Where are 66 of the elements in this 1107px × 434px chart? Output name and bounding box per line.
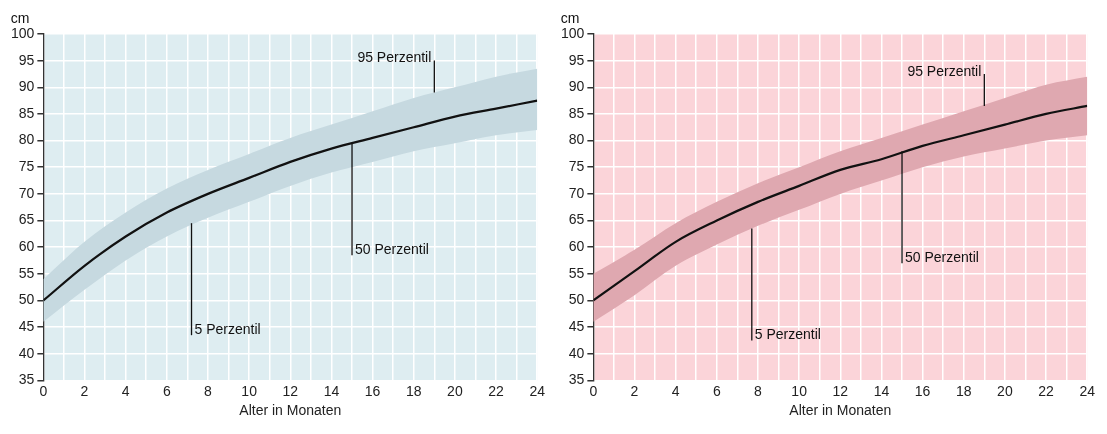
y-tick-label: 65 <box>18 211 35 228</box>
y-tick-label: 65 <box>568 211 585 228</box>
line-series <box>43 99 538 302</box>
x-tick-label: 8 <box>754 382 763 399</box>
x-tick-label: 4 <box>121 382 130 399</box>
x-tick-label: 2 <box>630 382 639 399</box>
y-tick-label: 70 <box>18 184 35 201</box>
x-tick-label: 22 <box>1038 382 1055 399</box>
x-tick-label: 16 <box>364 382 381 399</box>
annotation: 95 Perzentil <box>357 49 432 66</box>
x-tick-label: 10 <box>241 382 258 399</box>
y-tick-label: 70 <box>568 184 585 201</box>
x-tick-label: 18 <box>405 382 422 399</box>
line-series <box>593 104 1088 302</box>
y-tick-label: 75 <box>18 158 35 175</box>
y-tick-label: 80 <box>18 131 35 148</box>
y-axis-title: cm <box>560 9 580 26</box>
x-tick-label: 12 <box>282 382 299 399</box>
x-tick-label: 20 <box>447 382 463 399</box>
x-tick-label: 6 <box>162 382 171 399</box>
x-tick-label: 6 <box>712 382 721 399</box>
x-tick-label: 14 <box>873 382 890 399</box>
y-tick-label: 95 <box>18 51 35 68</box>
annotation: 50 Perzentil <box>355 241 429 258</box>
y-tick-label: 35 <box>18 371 35 388</box>
y-tick-label: 85 <box>568 104 585 121</box>
x-tick-label: 12 <box>832 382 849 399</box>
x-tick-label: 24 <box>529 382 546 399</box>
y-tick-label: 90 <box>18 78 35 95</box>
y-tick-label: 80 <box>568 131 585 148</box>
y-axis-title: cm <box>10 9 30 26</box>
annotation: 5 Perzentil <box>754 326 821 343</box>
x-tick-label: 14 <box>323 382 340 399</box>
x-tick-label: 20 <box>997 382 1013 399</box>
y-tick-label: 45 <box>18 317 35 334</box>
x-tick-label: 10 <box>791 382 808 399</box>
y-tick-label: 55 <box>568 264 585 281</box>
y-tick-label: 60 <box>18 238 35 255</box>
y-tick-label: 40 <box>18 344 35 361</box>
annotation: 95 Perzentil <box>907 62 982 79</box>
y-tick-label: 55 <box>18 264 35 281</box>
x-tick-label: 0 <box>589 382 598 399</box>
x-axis-title: Alter in Monaten <box>789 402 892 419</box>
y-tick-label: 50 <box>568 291 585 308</box>
y-tick-label: 40 <box>568 344 585 361</box>
x-tick-label: 4 <box>671 382 680 399</box>
y-tick-label: 100 <box>561 24 585 41</box>
x-tick-label: 24 <box>1079 382 1096 399</box>
x-axis-title: Alter in Monaten <box>239 402 342 419</box>
x-tick-label: 8 <box>204 382 213 399</box>
y-tick-label: 60 <box>568 238 585 255</box>
x-tick-label: 0 <box>39 382 48 399</box>
x-tick-label: 16 <box>914 382 931 399</box>
annotation: 5 Perzentil <box>194 321 261 338</box>
y-tick-label: 90 <box>568 78 585 95</box>
y-tick-label: 35 <box>568 371 585 388</box>
annotation: 50 Perzentil <box>905 249 979 266</box>
x-tick-label: 2 <box>80 382 89 399</box>
x-tick-label: 18 <box>955 382 972 399</box>
y-tick-label: 100 <box>11 24 35 41</box>
y-tick-label: 95 <box>568 51 585 68</box>
y-tick-label: 50 <box>18 291 35 308</box>
y-tick-label: 75 <box>568 158 585 175</box>
y-tick-label: 85 <box>18 104 35 121</box>
y-tick-label: 45 <box>568 317 585 334</box>
x-tick-label: 22 <box>488 382 505 399</box>
